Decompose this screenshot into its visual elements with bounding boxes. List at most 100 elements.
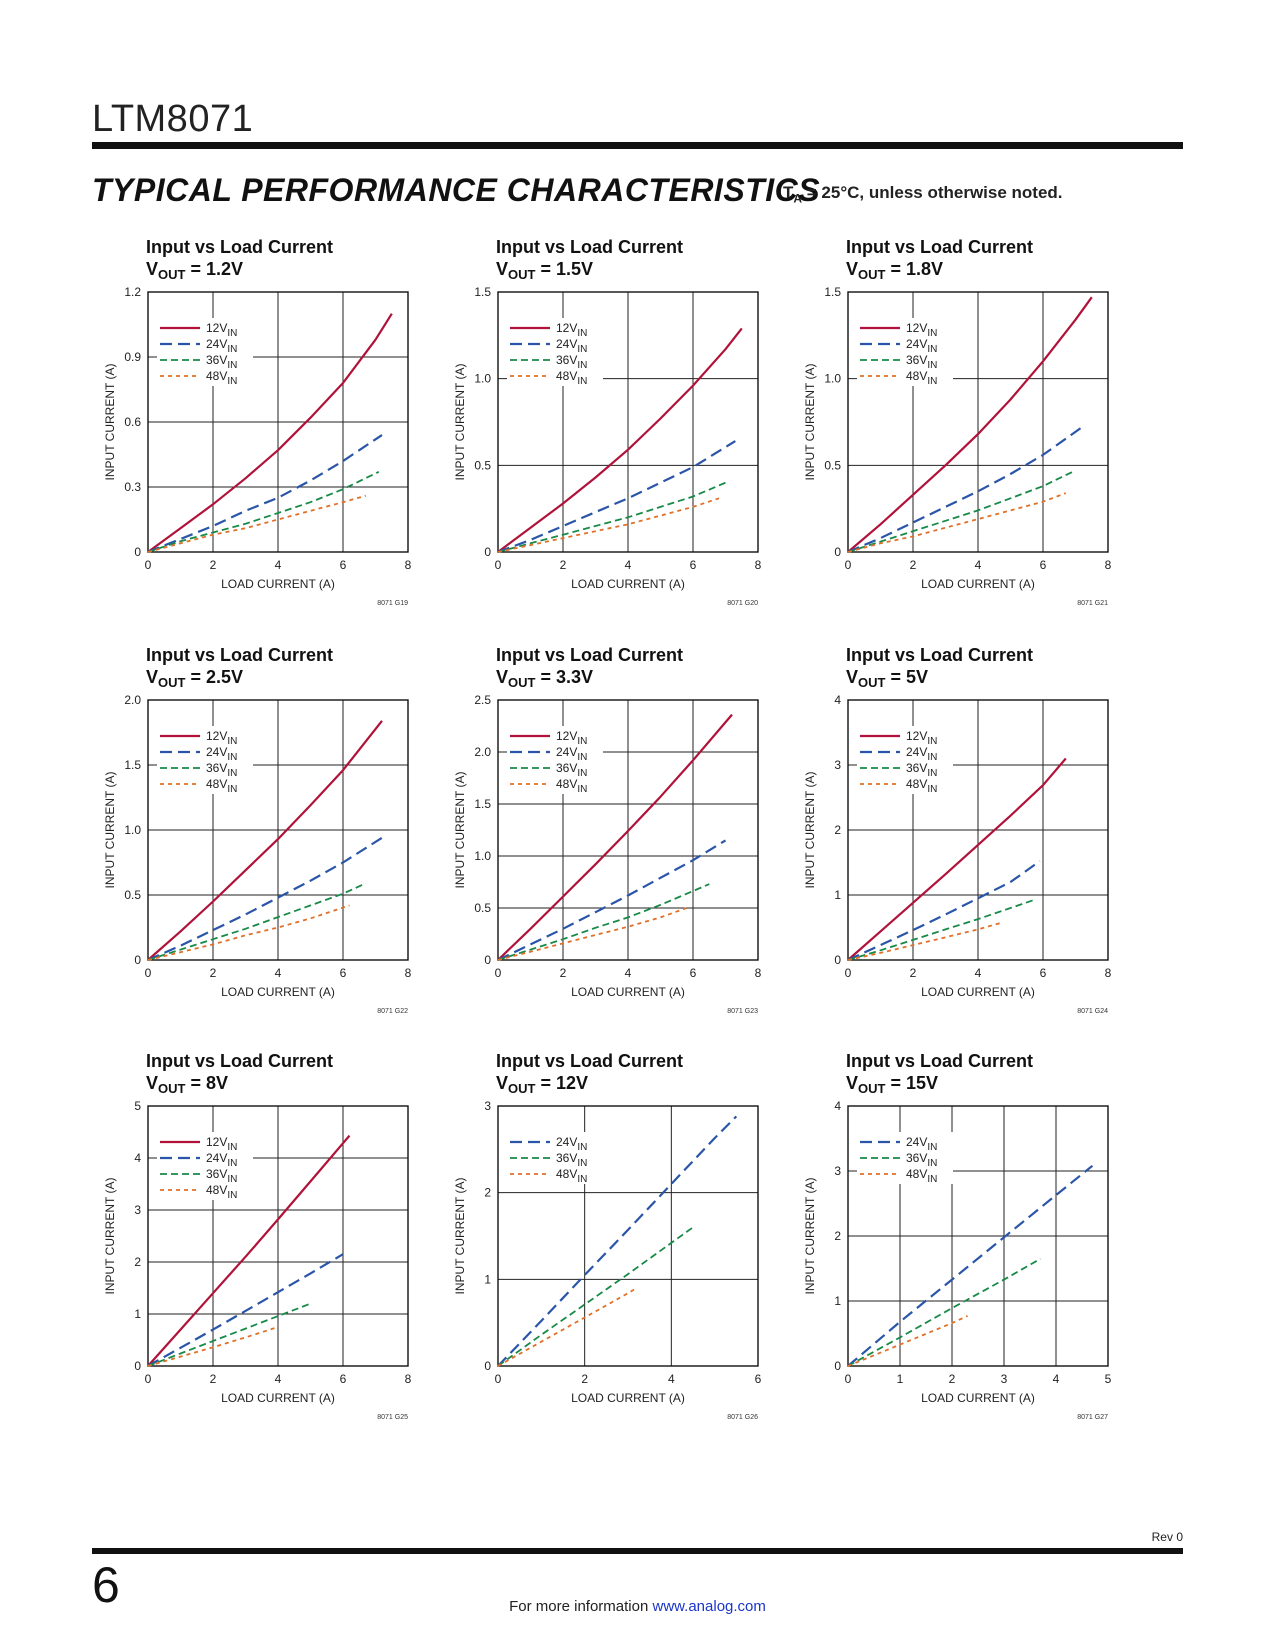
- series-line-12vin: [497, 713, 733, 961]
- x-tick-label: 6: [690, 966, 697, 980]
- x-tick-label: 4: [668, 1372, 675, 1386]
- part-number: LTM8071: [92, 98, 254, 140]
- legend-voltage: 24V: [206, 745, 227, 759]
- series-line-48vin: [497, 1287, 638, 1367]
- plot-frame: [497, 291, 759, 553]
- x-axis-label: LOAD CURRENT (A): [921, 985, 1035, 999]
- legend-voltage: 12V: [906, 729, 927, 743]
- x-tick-label: 6: [340, 1372, 347, 1386]
- x-axis-label: LOAD CURRENT (A): [571, 1391, 685, 1405]
- y-axis-label: INPUT CURRENT (A): [803, 1178, 817, 1295]
- vout-sub: OUT: [158, 1081, 186, 1096]
- series-line-48vin: [147, 904, 350, 961]
- vout-label: V: [846, 1073, 858, 1093]
- series-line-36vin: [147, 470, 380, 553]
- legend-bg: [157, 726, 253, 794]
- x-tick-label: 4: [275, 1372, 282, 1386]
- x-tick-label: 8: [405, 966, 412, 980]
- series-line-48vin: [147, 494, 367, 553]
- legend-voltage: 12V: [556, 729, 577, 743]
- vout-value: = 2.5V: [185, 667, 243, 687]
- series-line-24vin: [147, 836, 383, 962]
- figure-code: 8071 G24: [1077, 1008, 1108, 1015]
- x-tick-label: 1: [897, 1372, 904, 1386]
- y-tick-label: 2.0: [124, 693, 141, 707]
- y-tick-label: 1: [834, 1294, 841, 1308]
- legend-voltage: 12V: [906, 321, 927, 335]
- y-tick-label: 2: [484, 1186, 491, 1200]
- legend-sub: IN: [227, 752, 237, 763]
- series-line-36vin: [147, 1302, 311, 1367]
- legend-label: 12VIN: [206, 1135, 237, 1153]
- legend-voltage: 24V: [906, 745, 927, 759]
- x-tick-label: 2: [210, 966, 217, 980]
- legend-bg: [507, 318, 603, 386]
- y-tick-label: 4: [134, 1151, 141, 1165]
- y-tick-label: 0.9: [124, 350, 141, 364]
- x-axis-label: LOAD CURRENT (A): [221, 1391, 335, 1405]
- y-tick-label: 3: [484, 1099, 491, 1113]
- y-tick-label: 0.5: [124, 888, 141, 902]
- x-tick-label: 0: [845, 966, 852, 980]
- series-line-24vin: [847, 1164, 1094, 1367]
- vout-value: = 3.3V: [535, 667, 593, 687]
- x-axis-label: LOAD CURRENT (A): [221, 577, 335, 591]
- plot-frame: [847, 699, 1109, 961]
- series-line-36vin: [847, 469, 1076, 553]
- legend-voltage: 48V: [556, 1167, 577, 1181]
- y-tick-label: 2: [134, 1255, 141, 1269]
- x-tick-label: 0: [145, 1372, 152, 1386]
- series-line-12vin: [847, 296, 1093, 553]
- x-tick-label: 2: [560, 966, 567, 980]
- y-axis-label: INPUT CURRENT (A): [453, 364, 467, 481]
- legend-sub: IN: [577, 784, 587, 795]
- chart-g20: Input vs Load Current VOUT = 1.5V 0 2 4 6 8 0 0.…: [442, 232, 772, 612]
- x-tick-label: 0: [145, 966, 152, 980]
- footer-link[interactable]: www.analog.com: [652, 1598, 766, 1615]
- x-tick-label: 8: [1105, 966, 1112, 980]
- legend-voltage: 36V: [206, 761, 227, 775]
- y-tick-label: 1.0: [824, 372, 841, 386]
- legend-label: 48VIN: [906, 777, 937, 795]
- y-tick-label: 2: [834, 1229, 841, 1243]
- y-axis-label: INPUT CURRENT (A): [803, 772, 817, 889]
- y-tick-label: 0.5: [474, 458, 491, 472]
- chart-g26: Input vs Load Current VOUT = 12V 0 2 4 6 0 1 2 3 L…: [442, 1046, 772, 1426]
- legend-label: 48VIN: [556, 369, 587, 387]
- legend-label: 24VIN: [556, 337, 587, 355]
- legend-sub: IN: [227, 328, 237, 339]
- series-line-36vin: [147, 882, 367, 961]
- legend-voltage: 24V: [556, 337, 577, 351]
- x-tick-label: 4: [275, 966, 282, 980]
- figure-code: 8071 G20: [727, 600, 758, 607]
- legend-voltage: 48V: [906, 777, 927, 791]
- legend-voltage: 36V: [906, 761, 927, 775]
- series-line-36vin: [497, 883, 710, 961]
- chart-vout: VOUT = 5V: [846, 667, 928, 690]
- legend-label: 24VIN: [556, 745, 587, 763]
- x-tick-label: 6: [755, 1372, 762, 1386]
- y-tick-label: 3: [134, 1203, 141, 1217]
- vout-label: V: [496, 1073, 508, 1093]
- legend-label: 36VIN: [906, 353, 937, 371]
- y-tick-label: 0: [134, 1359, 141, 1373]
- y-tick-label: 1.5: [474, 285, 491, 299]
- x-axis-label: LOAD CURRENT (A): [571, 985, 685, 999]
- legend-sub: IN: [227, 1142, 237, 1153]
- x-axis-label: LOAD CURRENT (A): [921, 1391, 1035, 1405]
- plot-frame: [147, 291, 409, 553]
- series-line-36vin: [847, 899, 1034, 961]
- series-line-48vin: [497, 497, 720, 553]
- page-number: 6: [92, 1557, 120, 1613]
- legend-label: 48VIN: [906, 369, 937, 387]
- chart-g19: Input vs Load Current VOUT = 1.2V 0 2 4 6 8 0 0.…: [92, 232, 422, 612]
- legend-sub: IN: [577, 376, 587, 387]
- legend-voltage: 48V: [206, 1183, 227, 1197]
- x-tick-label: 4: [625, 966, 632, 980]
- x-tick-label: 6: [340, 966, 347, 980]
- series-line-48vin: [847, 922, 1002, 961]
- legend-voltage: 48V: [906, 369, 927, 383]
- chart-vout: VOUT = 3.3V: [496, 667, 593, 690]
